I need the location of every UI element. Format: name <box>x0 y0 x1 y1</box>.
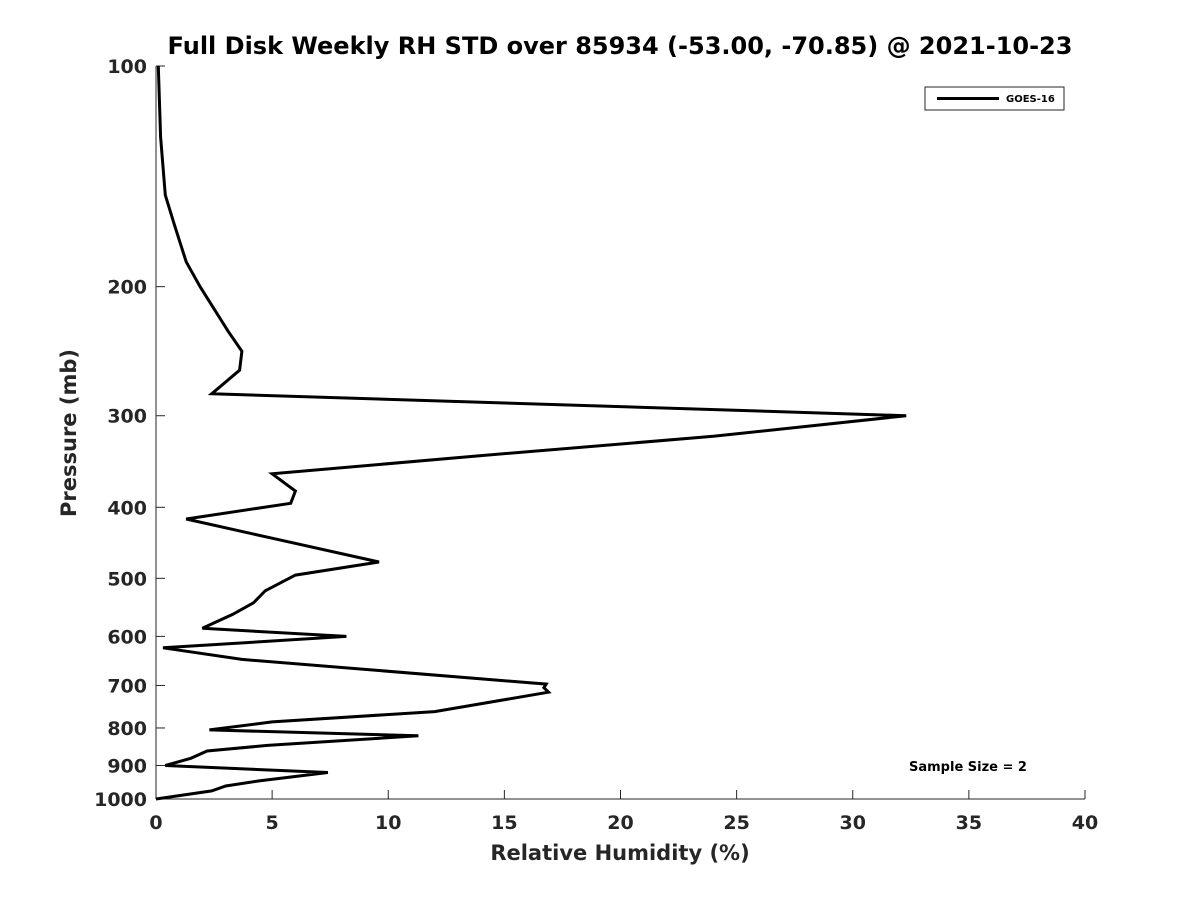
legend-label-goes-16: GOES-16 <box>1006 94 1055 105</box>
x-axis-label: Relative Humidity (%) <box>490 841 749 865</box>
y-tick-label: 600 <box>107 626 147 648</box>
x-tick-label: 20 <box>607 812 633 834</box>
x-tick-label: 10 <box>375 812 401 834</box>
y-tick-label: 200 <box>107 277 147 299</box>
legend: GOES-16 <box>924 86 1065 111</box>
sample-size-annotation: Sample Size = 2 <box>909 760 1027 775</box>
x-tick-label: 0 <box>149 812 162 834</box>
x-tick-label: 35 <box>956 812 982 834</box>
y-tick-label: 100 <box>107 56 147 78</box>
x-tick-label: 30 <box>840 812 866 834</box>
y-axis-ticks: 100 200 300 400 500 600 700 800 900 1000 <box>94 56 165 811</box>
plot-axes <box>155 66 1085 800</box>
x-tick-label: 25 <box>723 812 749 834</box>
y-axis-label: Pressure (mb) <box>57 349 81 517</box>
y-tick-label: 1000 <box>94 789 147 811</box>
series-group <box>155 65 907 801</box>
x-axis-ticks: 0 5 10 15 20 25 30 35 40 <box>149 790 1098 834</box>
series-line-goes-16 <box>155 65 907 801</box>
x-tick-label: 15 <box>491 812 517 834</box>
x-tick-label: 40 <box>1072 812 1098 834</box>
y-tick-label: 400 <box>107 497 147 519</box>
y-tick-label: 900 <box>107 755 147 777</box>
x-tick-label: 5 <box>266 812 279 834</box>
y-tick-label: 300 <box>107 406 147 428</box>
chart-title: Full Disk Weekly RH STD over 85934 (-53.… <box>168 32 1073 60</box>
y-tick-label: 800 <box>107 718 147 740</box>
y-tick-label: 700 <box>107 675 147 697</box>
y-tick-label: 500 <box>107 568 147 590</box>
